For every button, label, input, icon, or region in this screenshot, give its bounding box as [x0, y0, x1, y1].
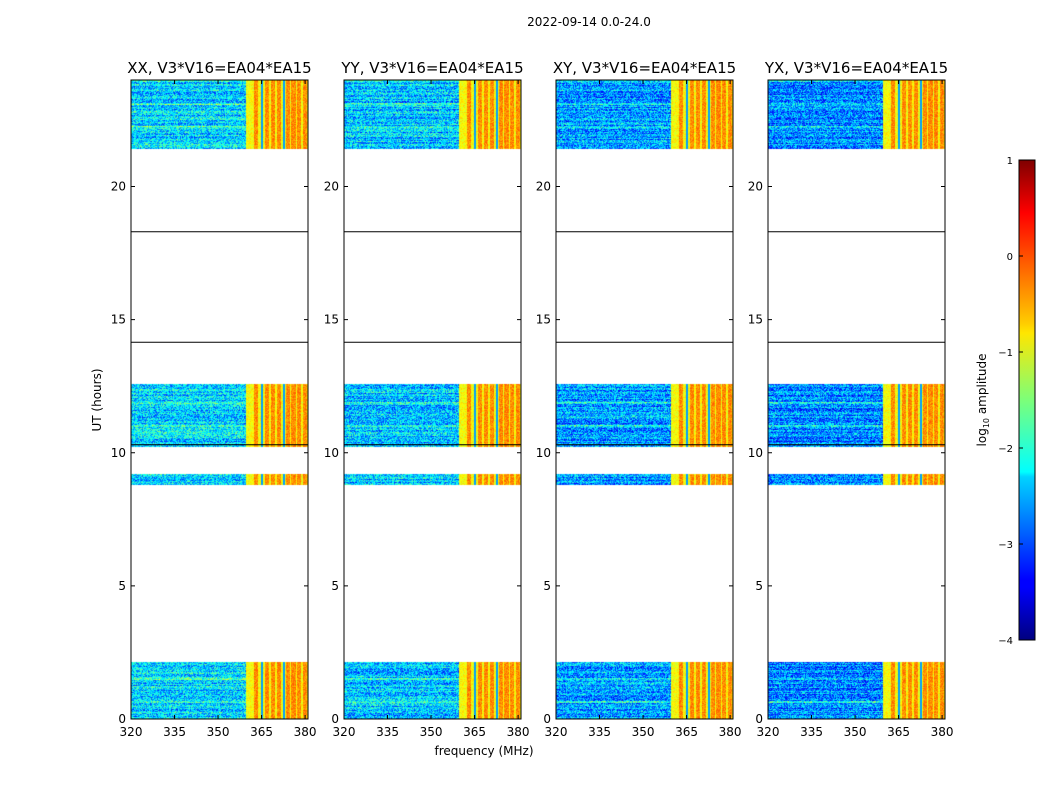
- panel-3-xtick-label-2: 350: [844, 725, 867, 739]
- panel-3: YX, V3*V16=EA04*EA15 320 335 350 365 380 0 5 10 1…: [748, 59, 954, 739]
- panel-2-heatmap: [556, 80, 733, 719]
- panel-3-heatmap: [768, 80, 945, 719]
- panel-0-xtick-label-3: 365: [250, 725, 273, 739]
- panel-2-xtick-label-2: 350: [632, 725, 655, 739]
- panel-3-title: YX, V3*V16=EA04*EA15: [764, 59, 948, 77]
- panel-2-title: XY, V3*V16=EA04*EA15: [553, 59, 736, 77]
- panel-0-xtick-label-4: 380: [294, 725, 317, 739]
- panel-3-ytick-label-1: 5: [755, 579, 763, 593]
- colorbar-tick-label-2: −1: [998, 348, 1013, 359]
- panel-2: XY, V3*V16=EA04*EA15 320 335 350 365 380 0 5 10 1…: [536, 59, 742, 739]
- y-axis-label: UT (hours): [90, 368, 104, 431]
- panel-1-xtick-label-3: 365: [463, 725, 486, 739]
- panel-3-ytick-label-2: 10: [748, 446, 763, 460]
- panel-1: YY, V3*V16=EA04*EA15 320 335 350 365 380 0 5 10 1…: [324, 59, 530, 739]
- colorbar-tick-label-3: −2: [998, 444, 1013, 455]
- panel-2-ytick-label-0: 0: [543, 712, 551, 726]
- colorbar-label: log10 amplitude: [975, 354, 991, 447]
- panel-1-title: YY, V3*V16=EA04*EA15: [340, 59, 523, 77]
- panel-0-xtick-label-0: 320: [120, 725, 143, 739]
- panel-1-ytick-label-4: 20: [324, 180, 339, 194]
- panel-1-frame: [343, 79, 522, 720]
- panel-0-ytick-label-4: 20: [111, 180, 126, 194]
- panel-0-heatmap: [131, 80, 308, 719]
- panel-3-ytick-label-0: 0: [755, 712, 763, 726]
- colorbar-gradient: [1018, 159, 1036, 641]
- panel-1-heatmap: [344, 80, 521, 719]
- panel-3-xtick-label-3: 365: [887, 725, 910, 739]
- panel-1-xtick-label-4: 380: [507, 725, 530, 739]
- panel-1-ytick-label-2: 10: [324, 446, 339, 460]
- panel-0-xtick-label-1: 335: [163, 725, 186, 739]
- colorbar-label-log: log: [975, 428, 989, 446]
- colorbar-tick-label-4: −3: [998, 540, 1013, 551]
- panel-2-xtick-label-0: 320: [545, 725, 568, 739]
- panel-2-ytick-label-1: 5: [543, 579, 551, 593]
- panel-2-xtick-label-3: 365: [675, 725, 698, 739]
- panel-1-ytick-label-3: 15: [324, 313, 339, 327]
- colorbar: 10−1−2−3−4 log10 amplitude: [975, 156, 1036, 647]
- panel-1-ytick-label-1: 5: [331, 579, 339, 593]
- figure-suptitle: 2022-09-14 0.0-24.0: [527, 15, 651, 29]
- colorbar-ticks: 1 0 −1 −2 −3 −4: [998, 156, 1023, 647]
- colorbar-label-tail: amplitude: [975, 354, 989, 418]
- panel-0: XX, V3*V16=EA04*EA15 320 335 350 365 380 0 5 10 1…: [111, 59, 317, 739]
- panel-3-ytick-label-4: 20: [748, 180, 763, 194]
- panel-2-ytick-label-2: 10: [536, 446, 551, 460]
- panel-3-ytick-label-3: 15: [748, 313, 763, 327]
- colorbar-tick-label-0: 1: [1007, 156, 1013, 167]
- panel-3-xtick-label-4: 380: [931, 725, 954, 739]
- panel-2-frame: [555, 79, 734, 720]
- panel-0-ytick-label-0: 0: [118, 712, 126, 726]
- colorbar-tick-label-5: −4: [998, 636, 1013, 647]
- panel-3-xtick-label-0: 320: [757, 725, 780, 739]
- panels: XX, V3*V16=EA04*EA15 320 335 350 365 380 0 5 10 1…: [111, 59, 954, 739]
- panel-1-xtick-label-2: 350: [420, 725, 443, 739]
- panel-3-frame: [767, 79, 946, 720]
- panel-2-ytick-label-3: 15: [536, 313, 551, 327]
- panel-1-xtick-label-0: 320: [333, 725, 356, 739]
- x-axis-label: frequency (MHz): [434, 744, 533, 758]
- panel-1-ytick-label-0: 0: [331, 712, 339, 726]
- panel-0-xtick-label-2: 350: [207, 725, 230, 739]
- panel-0-ytick-label-2: 10: [111, 446, 126, 460]
- colorbar-tick-label-1: 0: [1007, 252, 1013, 263]
- panel-0-title: XX, V3*V16=EA04*EA15: [127, 59, 311, 77]
- panel-2-ytick-label-4: 20: [536, 180, 551, 194]
- panel-0-ytick-label-3: 15: [111, 313, 126, 327]
- panel-0-ytick-label-1: 5: [118, 579, 126, 593]
- panel-2-xtick-label-4: 380: [719, 725, 742, 739]
- panel-2-xtick-label-1: 335: [588, 725, 611, 739]
- panel-0-frame: [130, 79, 309, 720]
- panel-1-xtick-label-1: 335: [376, 725, 399, 739]
- panel-3-xtick-label-1: 335: [800, 725, 823, 739]
- colorbar-label-sub: 10: [982, 418, 991, 428]
